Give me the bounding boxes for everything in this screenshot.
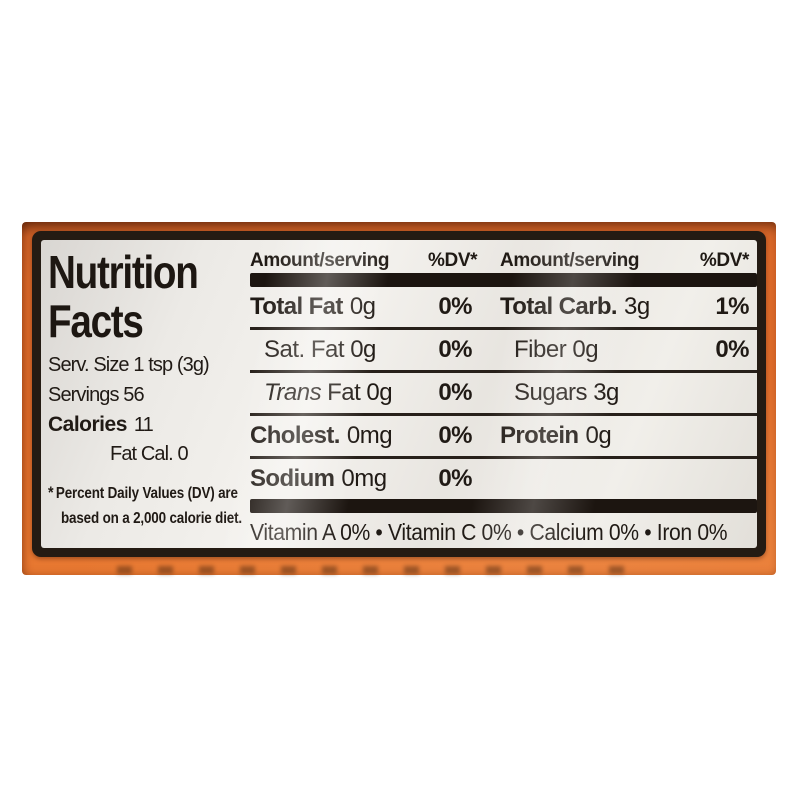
footnote-line-2: based on a 2,000 calorie diet. <box>61 510 242 527</box>
nutrient-dv-cell: 0% <box>438 465 472 492</box>
nutrient-row: Trans Fat 0g 0% Sugars 3g <box>250 373 757 416</box>
fat-calories: Fat Cal. 0 <box>110 443 189 465</box>
title-word-facts: Facts <box>48 295 144 347</box>
footer-divider-bar <box>250 499 757 513</box>
nutrient-dv-cell: 1% <box>715 293 749 320</box>
nutrient-dv-cell: 0% <box>438 379 472 406</box>
header-divider-bar <box>250 273 757 287</box>
calories-value: 11 <box>133 414 154 436</box>
nutrient-name-cell: Total Carb. 3g <box>500 293 650 320</box>
nutrition-facts-label: Nutrition Facts Serv. Size 1 tsp (3g) Se… <box>41 240 757 548</box>
nutrient-name-cell: Fiber 0g <box>514 336 599 363</box>
nutrient-row: Sodium 0mg 0% <box>250 459 757 499</box>
nutrient-dv-cell: 0% <box>438 336 472 363</box>
calories-line: Calories 11 <box>48 410 249 440</box>
nutrient-name-cell: Protein 0g <box>500 422 612 449</box>
nutrient-name-cell: Sat. Fat 0g <box>264 336 376 363</box>
nutrition-facts-title: Nutrition Facts <box>48 248 249 346</box>
amount-serving-header: Amount/serving <box>250 250 390 271</box>
footnote-line-1: * Percent Daily Values (DV) are <box>48 483 238 502</box>
calories-label: Calories <box>48 413 127 436</box>
serving-size: Serv. Size 1 tsp (3g) <box>48 354 210 376</box>
nutrient-dv-cell: 0% <box>438 422 472 449</box>
column-header-row: Amount/serving %DV* Amount/serving %DV* <box>250 248 757 273</box>
nutrient-row: Total Fat 0g 0% Total Carb. 3g 1% <box>250 287 757 330</box>
nutrient-name-cell: Sodium 0mg <box>250 465 387 492</box>
vitamins-line: Vitamin A 0% • Vitamin C 0% • Calcium 0%… <box>250 519 728 545</box>
dv-header: %DV* <box>428 250 478 271</box>
servings-count: Servings 56 <box>48 384 145 406</box>
nutrient-name-cell: Trans Fat 0g <box>264 379 393 406</box>
nutrient-dv-cell: 0% <box>715 336 749 363</box>
title-word-nutrition: Nutrition <box>48 246 199 298</box>
cropped-print-smudge <box>117 566 637 574</box>
nutrient-row: Cholest. 0mg 0% Protein 0g <box>250 416 757 459</box>
packaging-orange-band: Nutrition Facts Serv. Size 1 tsp (3g) Se… <box>22 222 776 575</box>
nutrient-row: Sat. Fat 0g 0% Fiber 0g 0% <box>250 330 757 373</box>
dv-footnote: * Percent Daily Values (DV) are based on … <box>48 480 249 531</box>
nutrient-dv-cell: 0% <box>438 293 472 320</box>
nutrient-name-cell: Sugars 3g <box>514 379 619 406</box>
amount-serving-header: Amount/serving <box>500 250 640 271</box>
nutrient-name-cell: Total Fat 0g <box>250 293 376 320</box>
nutrient-name-cell: Cholest. 0mg <box>250 422 393 449</box>
label-left-column: Nutrition Facts Serv. Size 1 tsp (3g) Se… <box>48 244 249 531</box>
nutrient-table: Amount/serving %DV* Amount/serving %DV* … <box>250 248 757 546</box>
nutrition-facts-panel: Nutrition Facts Serv. Size 1 tsp (3g) Se… <box>32 231 766 557</box>
footnote-asterisk: * <box>48 483 54 502</box>
dv-header: %DV* <box>699 250 749 271</box>
